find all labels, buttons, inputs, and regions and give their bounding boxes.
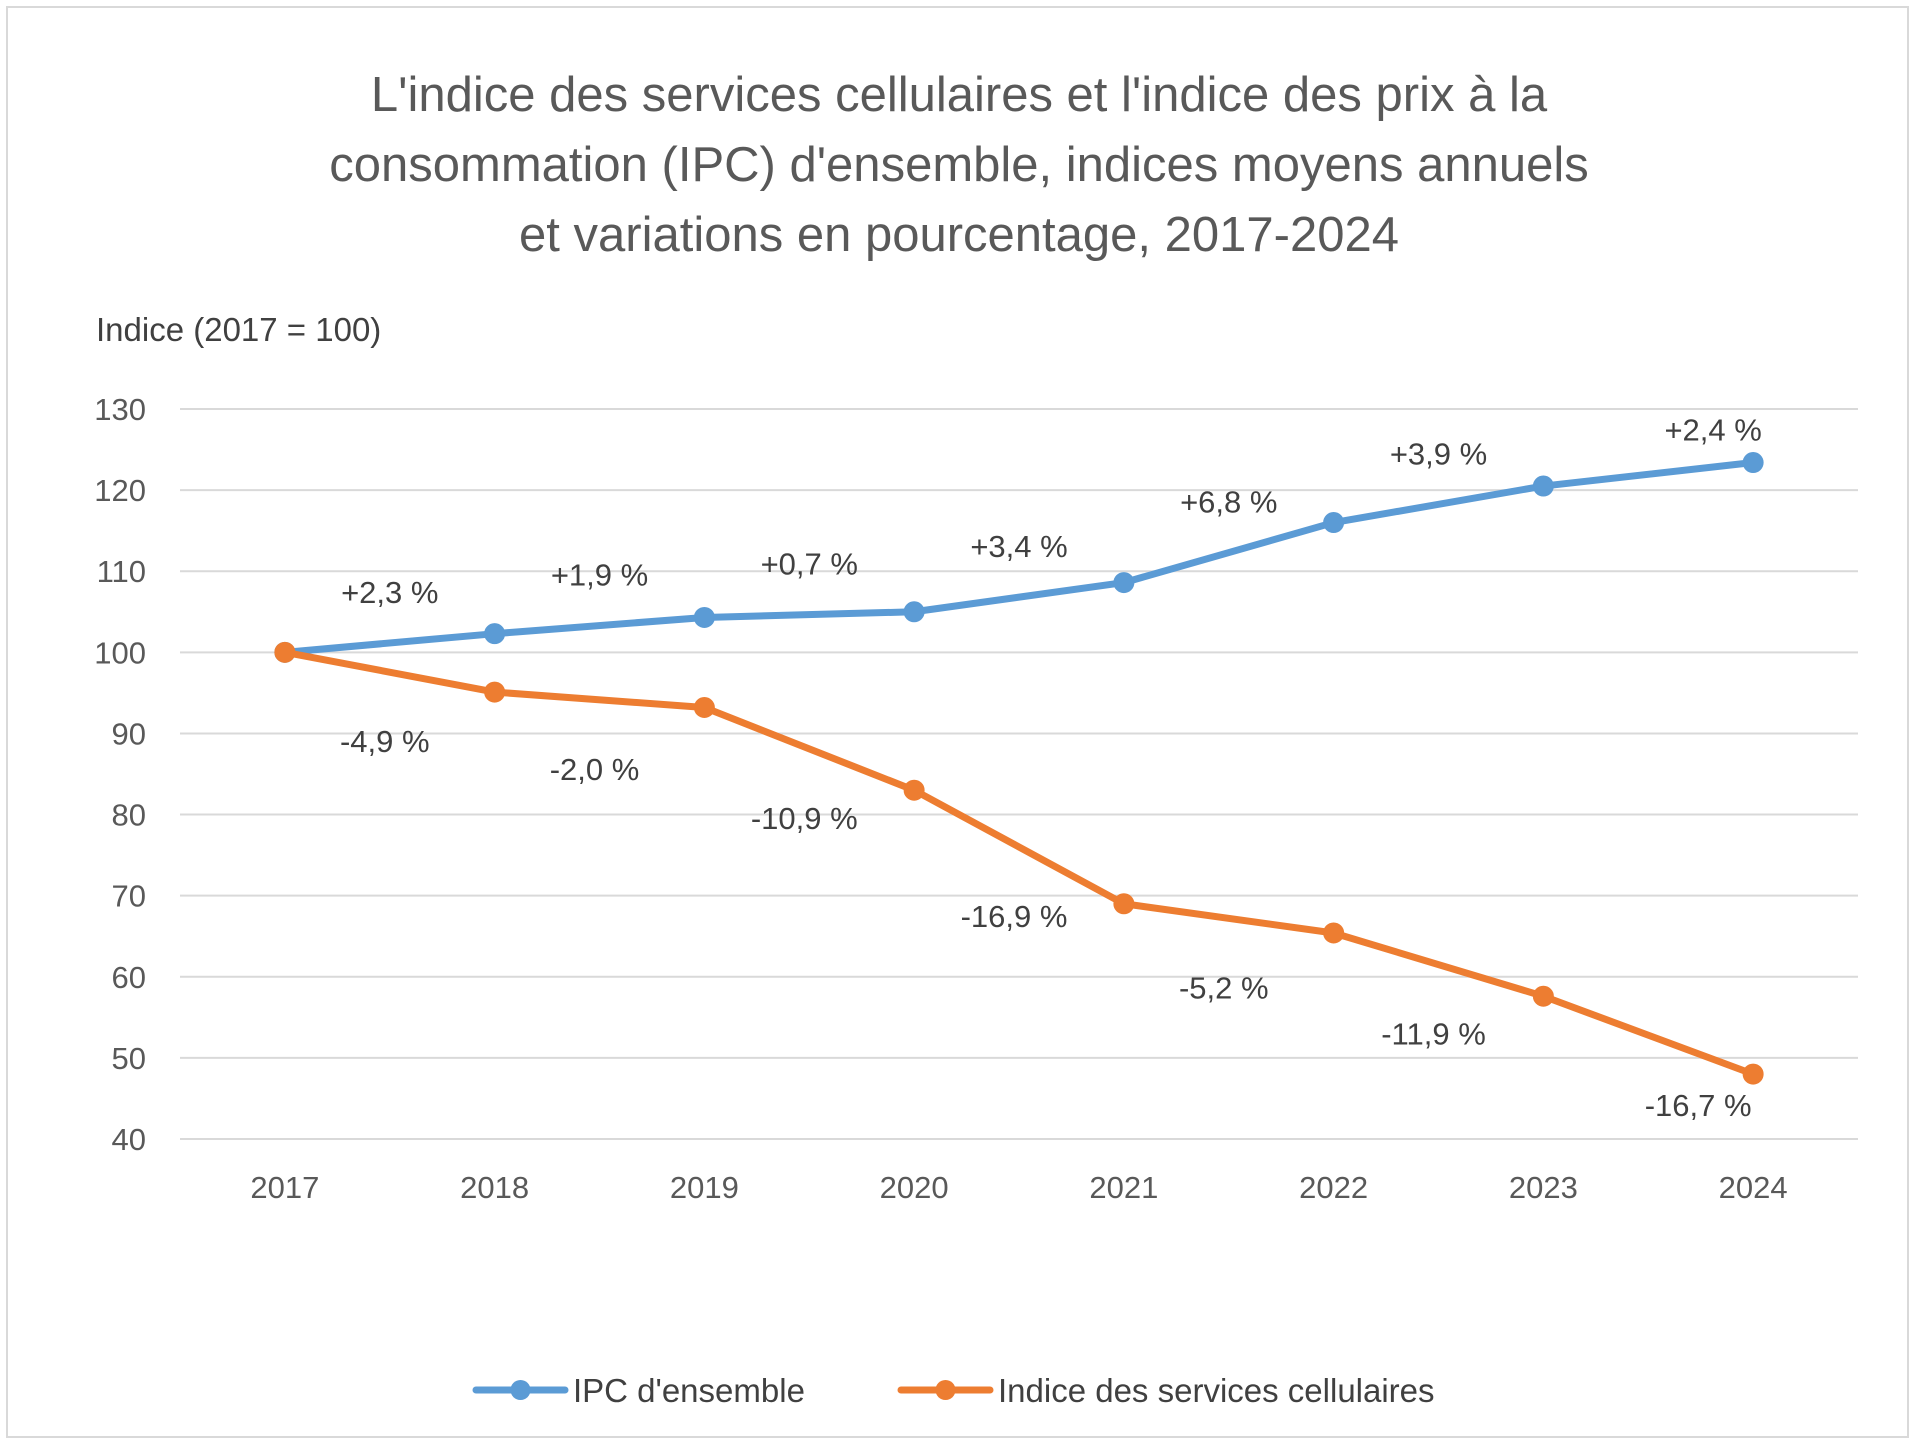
data-label: -16,7 %: [1645, 1088, 1752, 1123]
x-tick-label: 2018: [460, 1170, 529, 1205]
y-tick-label: 120: [94, 473, 146, 508]
data-label: -4,9 %: [340, 724, 430, 759]
data-point: [1742, 452, 1764, 474]
y-tick-label: 90: [112, 716, 146, 751]
legend-swatch-marker: [935, 1380, 956, 1400]
y-tick-label: 110: [97, 554, 146, 589]
data-label: -5,2 %: [1179, 970, 1269, 1005]
x-axis-ticks: 2017 2018 2019 2020 2021 2022 2023 2024: [250, 1170, 1787, 1205]
y-tick-label: 130: [94, 392, 146, 427]
data-label: +3,4 %: [970, 529, 1067, 564]
x-tick-label: 2019: [670, 1170, 739, 1205]
y-tick-label: 60: [112, 960, 146, 995]
data-label: +2,4 %: [1664, 413, 1761, 448]
data-label: -10,9 %: [751, 801, 858, 836]
y-tick-label: 50: [112, 1041, 146, 1076]
x-tick-label: 2022: [1299, 1170, 1368, 1205]
legend-label: Indice des services cellulaires: [998, 1372, 1435, 1409]
data-point: [484, 681, 506, 703]
data-label: +3,9 %: [1390, 436, 1487, 471]
x-tick-label: 2024: [1719, 1170, 1788, 1205]
data-point: [1323, 922, 1345, 944]
data-label: -11,9 %: [1381, 1017, 1486, 1052]
chart-title-line-2: consommation (IPC) d'ensemble, indices m…: [329, 138, 1588, 192]
data-label: +2,3 %: [341, 575, 438, 610]
legend-label: IPC d'ensemble: [573, 1372, 805, 1409]
y-tick-label: 100: [94, 635, 146, 670]
data-label: -16,9 %: [961, 899, 1068, 934]
y-tick-label: 40: [112, 1122, 146, 1157]
data-label: -2,0 %: [550, 752, 640, 787]
data-point: [1113, 572, 1135, 594]
data-point: [1532, 985, 1554, 1007]
y-tick-label: 70: [112, 879, 146, 914]
chart-title-line-1: L'indice des services cellulaires et l'i…: [371, 68, 1548, 122]
data-point: [903, 779, 925, 801]
data-point: [693, 606, 715, 628]
legend: IPC d'ensemble Indice des services cellul…: [472, 1372, 1435, 1409]
gridlines: [180, 408, 1858, 1140]
y-axis-label: Indice (2017 = 100): [96, 311, 381, 348]
series-line-1: [281, 648, 1757, 1078]
chart-title-line-3: et variations en pourcentage, 2017-2024: [519, 208, 1399, 262]
data-labels: +2,3 % +1,9 % +0,7 % +3,4 % +6,8 % +3,9 % +2,4…: [340, 413, 1762, 1124]
chart-title: L'indice des services cellulaires et l'i…: [329, 68, 1588, 262]
legend-swatch-marker: [510, 1380, 531, 1400]
x-tick-label: 2021: [1089, 1170, 1158, 1205]
data-label: +0,7 %: [761, 547, 858, 582]
data-label: +6,8 %: [1180, 485, 1277, 520]
x-tick-label: 2023: [1509, 1170, 1578, 1205]
data-point: [1113, 893, 1135, 915]
data-point: [1323, 512, 1345, 534]
chart-frame: L'indice des services cellulaires et l'i…: [6, 6, 1909, 1438]
data-point: [1532, 475, 1554, 497]
y-tick-label: 80: [112, 798, 146, 833]
series-line-0: [281, 459, 1757, 656]
y-axis-ticks: 40 50 60 70 80 90 100 110 120 130: [94, 392, 146, 1157]
data-point: [484, 623, 506, 645]
data-point: [903, 601, 925, 623]
x-tick-label: 2017: [250, 1170, 319, 1205]
data-point: [274, 641, 296, 663]
series-lines: [274, 452, 1764, 1085]
line-chart: L'indice des services cellulaires et l'i…: [94, 68, 1858, 1409]
data-label: +1,9 %: [551, 558, 648, 593]
x-tick-label: 2020: [880, 1170, 949, 1205]
data-point: [1742, 1063, 1764, 1085]
data-point: [693, 696, 715, 718]
